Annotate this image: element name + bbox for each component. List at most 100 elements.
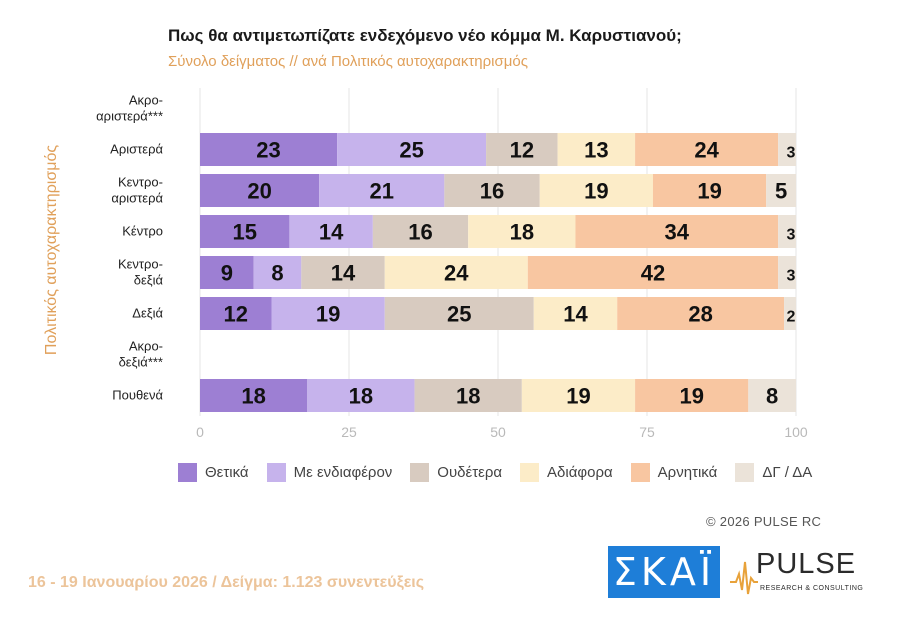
legend-label: Ουδέτερα xyxy=(437,464,503,481)
data-label: 3 xyxy=(787,145,796,162)
bar-segment xyxy=(784,297,796,330)
data-label: 14 xyxy=(331,261,356,286)
legend-label: ΔΓ / ΔΑ xyxy=(762,464,813,481)
category-label: Πουθενά xyxy=(112,388,163,403)
category-label: Αριστερά xyxy=(110,142,163,157)
bar-segment xyxy=(444,174,540,207)
x-tick-label: 100 xyxy=(784,424,808,440)
pulse-logo-text: PULSE xyxy=(756,548,857,580)
data-label: 20 xyxy=(247,179,271,204)
legend-item-positive[interactable]: Θετικά xyxy=(178,463,249,482)
data-label: 16 xyxy=(408,220,432,245)
bar-segment xyxy=(253,256,302,289)
stacked-bar-chart: Ακρο-αριστερά***Αριστερά 23 25 12 13 24 3Κεντρ… xyxy=(96,88,808,440)
bar-segment xyxy=(778,256,796,289)
chart-title: Πως θα αντιμετωπίζατε ενδεχόμενο νέο κόμ… xyxy=(168,26,682,45)
data-label: 19 xyxy=(316,302,340,327)
data-label: 28 xyxy=(688,302,712,327)
bar-segment xyxy=(521,379,636,412)
bar-segment xyxy=(468,215,576,248)
data-label: 14 xyxy=(563,302,588,327)
legend-label: Με ενδιαφέρον xyxy=(293,464,393,481)
data-label: 24 xyxy=(694,138,719,163)
x-tick-label: 75 xyxy=(639,424,655,440)
data-label: 8 xyxy=(271,261,283,286)
bar-segment xyxy=(200,379,308,412)
bar-segment xyxy=(617,297,785,330)
bar-segment xyxy=(766,174,796,207)
legend-swatch xyxy=(520,463,540,482)
bar-segment xyxy=(301,256,385,289)
copyright-text: © 2026 PULSE RC xyxy=(706,514,822,529)
data-label: 25 xyxy=(447,302,471,327)
legend-item-negative[interactable]: Αρνητικά xyxy=(630,463,718,482)
legend-label: Αρνητικά xyxy=(657,464,718,481)
bar-segment xyxy=(635,133,779,166)
skai-logo: ΣΚΑΪ xyxy=(608,546,720,598)
category-label: Κέντρο xyxy=(122,224,163,239)
bar-segment xyxy=(384,256,528,289)
legend-swatch xyxy=(735,463,755,482)
data-label: 5 xyxy=(775,179,787,204)
data-label: 42 xyxy=(641,261,665,286)
legend-item-indifferent[interactable]: Αδιάφορα xyxy=(520,463,613,482)
bar-segment xyxy=(539,174,653,207)
data-label: 13 xyxy=(584,138,608,163)
bar-segment xyxy=(200,174,320,207)
data-label: 18 xyxy=(241,384,265,409)
legend-swatch xyxy=(630,463,650,482)
legend-item-neutral[interactable]: Ουδέτερα xyxy=(410,463,502,482)
category-label: Ακρο-αριστερά*** xyxy=(96,93,163,124)
bar-segment xyxy=(635,379,749,412)
x-tick-label: 50 xyxy=(490,424,506,440)
data-label: 9 xyxy=(221,261,233,286)
bar-segment xyxy=(289,215,373,248)
bar-segment xyxy=(200,133,338,166)
bar-segment xyxy=(372,215,469,248)
legend: Θετικά Με ενδιαφέρον Ουδέτερα Αδιάφορα Α… xyxy=(178,463,830,482)
bar-segment xyxy=(748,379,796,412)
legend-item-interested[interactable]: Με ενδιαφέρον xyxy=(266,463,393,482)
bar-segment xyxy=(778,133,796,166)
bar-segment xyxy=(652,174,767,207)
bar-segment xyxy=(486,133,558,166)
legend-swatch xyxy=(410,463,430,482)
data-label: 15 xyxy=(232,220,256,245)
data-label: 18 xyxy=(510,220,534,245)
bar-segment xyxy=(575,215,779,248)
legend-swatch xyxy=(178,463,197,482)
data-label: 12 xyxy=(510,138,534,163)
bar-segment xyxy=(200,215,290,248)
x-tick-label: 25 xyxy=(341,424,357,440)
survey-note: 16 - 19 Ιανουαρίου 2026 / Δείγμα: 1.123 … xyxy=(28,574,425,591)
bar-segment xyxy=(200,256,254,289)
legend-item-dont-know[interactable]: ΔΓ / ΔΑ xyxy=(735,463,812,482)
data-label: 12 xyxy=(224,302,248,327)
category-label: Ακρο-δεξιά*** xyxy=(119,339,163,370)
bar-segment xyxy=(557,133,636,166)
data-label: 18 xyxy=(456,384,480,409)
bar-segment xyxy=(319,174,445,207)
bar-segment xyxy=(307,379,415,412)
bar-segment xyxy=(533,297,618,330)
data-label: 8 xyxy=(766,384,778,409)
category-label: Κεντρο-αριστερά xyxy=(111,175,163,206)
x-tick-label: 0 xyxy=(196,424,204,440)
data-label: 2 xyxy=(787,309,796,326)
pulse-logo-tagline: RESEARCH & CONSULTING xyxy=(760,585,864,592)
data-label: 23 xyxy=(256,138,280,163)
bar-segment xyxy=(384,297,534,330)
data-label: 19 xyxy=(584,179,608,204)
data-label: 24 xyxy=(444,261,469,286)
bar-segment xyxy=(414,379,522,412)
bar-segment xyxy=(337,133,487,166)
data-label: 18 xyxy=(349,384,373,409)
data-label: 34 xyxy=(665,220,690,245)
chart-subtitle: Σύνολο δείγματος // ανά Πολιτικός αυτοχα… xyxy=(168,53,528,70)
bar-segment xyxy=(778,215,796,248)
data-label: 19 xyxy=(697,179,721,204)
legend-label: Αδιάφορα xyxy=(547,464,613,481)
category-label: Δεξιά xyxy=(132,306,163,321)
category-label: Κεντρο-δεξιά xyxy=(118,257,164,288)
bar-segment xyxy=(271,297,385,330)
